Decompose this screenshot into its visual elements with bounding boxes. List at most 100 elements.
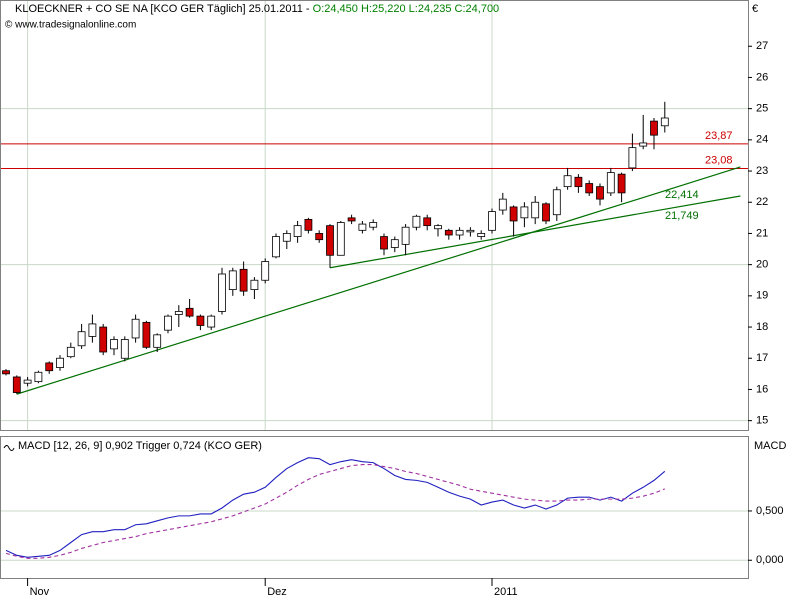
candle-body [196, 315, 205, 326]
candle-body [552, 189, 561, 216]
trendline [16, 166, 741, 395]
candle-body [164, 315, 172, 331]
candle-body [358, 223, 367, 231]
x-tick-label: 2011 [494, 586, 518, 598]
candle-body [77, 331, 86, 347]
candle-body [131, 318, 140, 339]
candle-body [617, 173, 626, 194]
candle-body [315, 233, 324, 241]
candle-body [261, 261, 270, 281]
candle-body [412, 215, 421, 228]
macd-icon [3, 445, 15, 451]
candle-body [574, 176, 583, 188]
plot-layer: Nov Dez 2011 15 16 17 18 19 20 21 22 23 24 25 26 27 23,8… [1, 1, 784, 598]
ohlc-text: O:24,450 H:25,220 L:24,235 C:24,700 [313, 3, 500, 15]
y-tick-label: 17 [756, 352, 768, 364]
candle-body [498, 198, 507, 211]
y-tick-label: 16 [756, 383, 768, 395]
candle-body [585, 183, 594, 194]
y-tick-label: 25 [756, 103, 768, 115]
candle-body [207, 315, 216, 328]
candle-body [142, 321, 151, 348]
trendline-label: 21,749 [665, 210, 699, 222]
title: KLOECKNER + CO SE NA [KCO GER Täglich] 2… [15, 3, 310, 15]
candle-body [272, 236, 280, 258]
y-tick-label: 27 [756, 40, 768, 52]
macd-axis-label: MACD [754, 440, 786, 452]
candle-body [228, 270, 237, 291]
candle-body [66, 346, 75, 358]
candle-body [596, 186, 604, 200]
candle-body [174, 311, 183, 315]
y-tick-label: 21 [756, 227, 768, 239]
currency: € [752, 3, 758, 15]
candle-body [304, 218, 313, 231]
y-tick-label: 22 [756, 196, 768, 208]
macd-title: MACD [12, 26, 9] 0,902 Trigger 0,724 (KC… [18, 440, 262, 452]
y-tick-label: 0,000 [756, 554, 784, 566]
candle-body [509, 206, 518, 222]
candle-body [347, 217, 356, 222]
candle-body [326, 225, 334, 256]
candle-body [423, 217, 432, 227]
y-tick-label: 20 [756, 259, 768, 271]
candle-body [110, 339, 118, 350]
candle-body [218, 273, 226, 312]
price-panel-frame [0, 0, 749, 431]
candle-body [606, 172, 615, 194]
x-tick-label: Dez [267, 586, 287, 598]
candle-body [23, 379, 32, 384]
candle-body [12, 376, 21, 393]
candle-body [455, 229, 464, 236]
y-tick-label: 19 [756, 290, 768, 302]
candle-body [369, 222, 378, 228]
candle-body [628, 147, 637, 169]
candle-body [185, 307, 194, 317]
candle-body [99, 326, 108, 353]
candle-body [650, 120, 658, 136]
y-tick-label: 0,500 [756, 505, 784, 517]
candle-body [660, 117, 669, 127]
candle-body [401, 226, 410, 245]
candle-body [488, 211, 496, 231]
macd-panel-frame [0, 436, 749, 579]
candle-body [542, 203, 550, 222]
candle-body [466, 229, 475, 233]
candle-body [477, 233, 486, 237]
y-tick-label: 18 [756, 321, 768, 333]
candle-body [282, 233, 291, 242]
candle-body [2, 370, 10, 375]
candle-body [390, 239, 399, 248]
candle-body [239, 268, 248, 292]
source: © www.tradesignalonline.com [5, 20, 136, 31]
trendline [329, 195, 741, 269]
candle-body [250, 279, 259, 290]
candle-body [563, 175, 572, 188]
candle-body [531, 201, 540, 219]
candle-body [293, 225, 302, 237]
chart-title: KLOECKNER + CO SE NA [KCO GER Täglich] 2… [15, 3, 499, 15]
candle-body [444, 229, 453, 236]
x-tick-label: Nov [30, 586, 50, 598]
candle-body [639, 142, 648, 147]
candle-body [88, 323, 97, 337]
line-series [5, 457, 666, 558]
candle-body [336, 222, 345, 256]
y-tick-label: 24 [756, 134, 768, 146]
candle-body [520, 206, 529, 219]
candle-body [153, 334, 162, 348]
candle-body [120, 339, 129, 359]
candle-body [34, 371, 43, 383]
level-label: 23,08 [705, 154, 733, 166]
level-label: 23,87 [705, 130, 733, 142]
y-tick-label: 15 [756, 415, 768, 427]
candle-body [434, 225, 442, 230]
y-tick-label: 23 [756, 165, 768, 177]
y-tick-label: 26 [756, 71, 768, 83]
candle-body [380, 236, 388, 250]
candle-body [56, 357, 64, 368]
line-series [5, 464, 666, 559]
trendline-label: 22,414 [665, 189, 699, 201]
